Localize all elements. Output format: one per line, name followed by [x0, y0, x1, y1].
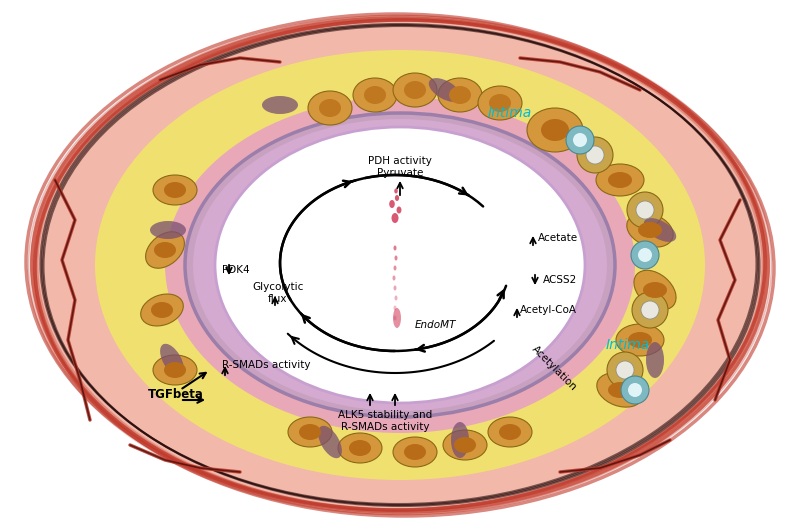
Ellipse shape [632, 292, 668, 328]
Ellipse shape [527, 108, 583, 152]
Text: ALK5 stability and
R-SMADs activity: ALK5 stability and R-SMADs activity [338, 410, 432, 431]
Ellipse shape [597, 373, 643, 407]
Ellipse shape [634, 270, 676, 310]
Ellipse shape [262, 96, 298, 114]
Text: Acetate: Acetate [538, 233, 578, 243]
Ellipse shape [621, 376, 649, 404]
Text: Intima: Intima [606, 338, 650, 352]
Ellipse shape [164, 182, 186, 198]
Ellipse shape [193, 119, 607, 411]
Ellipse shape [393, 276, 395, 280]
Text: Intima: Intima [488, 106, 532, 120]
Ellipse shape [394, 266, 397, 270]
Ellipse shape [607, 352, 643, 388]
Ellipse shape [627, 192, 663, 228]
Ellipse shape [394, 286, 397, 290]
Ellipse shape [596, 164, 644, 196]
Ellipse shape [646, 342, 664, 378]
Text: R-SMADs activity: R-SMADs activity [222, 360, 310, 370]
Ellipse shape [608, 172, 632, 188]
Ellipse shape [394, 245, 397, 251]
Ellipse shape [628, 332, 652, 348]
Ellipse shape [308, 91, 352, 125]
Text: Glycolytic
flux: Glycolytic flux [252, 282, 304, 304]
Ellipse shape [338, 433, 382, 463]
Ellipse shape [577, 137, 613, 173]
Ellipse shape [644, 218, 676, 242]
Ellipse shape [488, 417, 532, 447]
Ellipse shape [165, 97, 635, 433]
Ellipse shape [631, 241, 659, 269]
Ellipse shape [429, 78, 462, 102]
Ellipse shape [215, 127, 585, 403]
Ellipse shape [449, 86, 471, 104]
Ellipse shape [164, 362, 186, 378]
Ellipse shape [541, 119, 569, 141]
Ellipse shape [151, 302, 173, 318]
Ellipse shape [608, 382, 632, 398]
Text: PDK4: PDK4 [222, 265, 250, 275]
Ellipse shape [638, 222, 662, 238]
Text: ACSS2: ACSS2 [543, 275, 578, 285]
Ellipse shape [30, 15, 770, 515]
Ellipse shape [394, 315, 397, 321]
Ellipse shape [319, 99, 341, 117]
Ellipse shape [499, 424, 521, 440]
Ellipse shape [141, 294, 183, 326]
Ellipse shape [404, 81, 426, 99]
Ellipse shape [153, 175, 197, 205]
Ellipse shape [154, 242, 176, 258]
Text: EndoMT: EndoMT [415, 320, 457, 330]
Ellipse shape [349, 440, 371, 456]
Ellipse shape [451, 422, 469, 458]
Ellipse shape [616, 324, 664, 356]
Ellipse shape [586, 146, 604, 164]
Ellipse shape [566, 126, 594, 154]
Ellipse shape [443, 430, 487, 460]
Ellipse shape [643, 282, 667, 298]
Ellipse shape [438, 78, 482, 112]
Ellipse shape [616, 361, 634, 379]
Ellipse shape [318, 426, 342, 458]
Ellipse shape [394, 189, 398, 193]
Ellipse shape [628, 383, 642, 397]
Ellipse shape [626, 213, 674, 247]
Ellipse shape [364, 86, 386, 104]
Ellipse shape [288, 417, 332, 447]
Ellipse shape [299, 424, 321, 440]
Text: PDH activity
Pyruvate: PDH activity Pyruvate [368, 156, 432, 178]
Ellipse shape [641, 301, 659, 319]
Ellipse shape [489, 94, 511, 112]
Ellipse shape [95, 50, 705, 480]
Ellipse shape [395, 195, 399, 201]
Ellipse shape [391, 213, 398, 223]
Ellipse shape [153, 355, 197, 385]
Ellipse shape [394, 296, 398, 301]
Ellipse shape [394, 255, 398, 261]
Ellipse shape [393, 308, 401, 328]
Ellipse shape [638, 248, 652, 262]
Ellipse shape [478, 86, 522, 120]
Ellipse shape [636, 201, 654, 219]
Text: Acetylation: Acetylation [530, 343, 578, 392]
Ellipse shape [394, 305, 397, 311]
Ellipse shape [404, 444, 426, 460]
Text: TGFbeta: TGFbeta [148, 388, 204, 402]
Ellipse shape [150, 221, 186, 239]
Ellipse shape [146, 232, 185, 268]
Ellipse shape [393, 437, 437, 467]
Ellipse shape [353, 78, 397, 112]
Ellipse shape [389, 200, 395, 208]
Ellipse shape [573, 133, 587, 147]
Text: Acetyl-CoA: Acetyl-CoA [520, 305, 577, 315]
Ellipse shape [160, 344, 184, 376]
Ellipse shape [397, 207, 402, 214]
Ellipse shape [454, 437, 476, 453]
Ellipse shape [185, 113, 615, 417]
Ellipse shape [393, 73, 437, 107]
